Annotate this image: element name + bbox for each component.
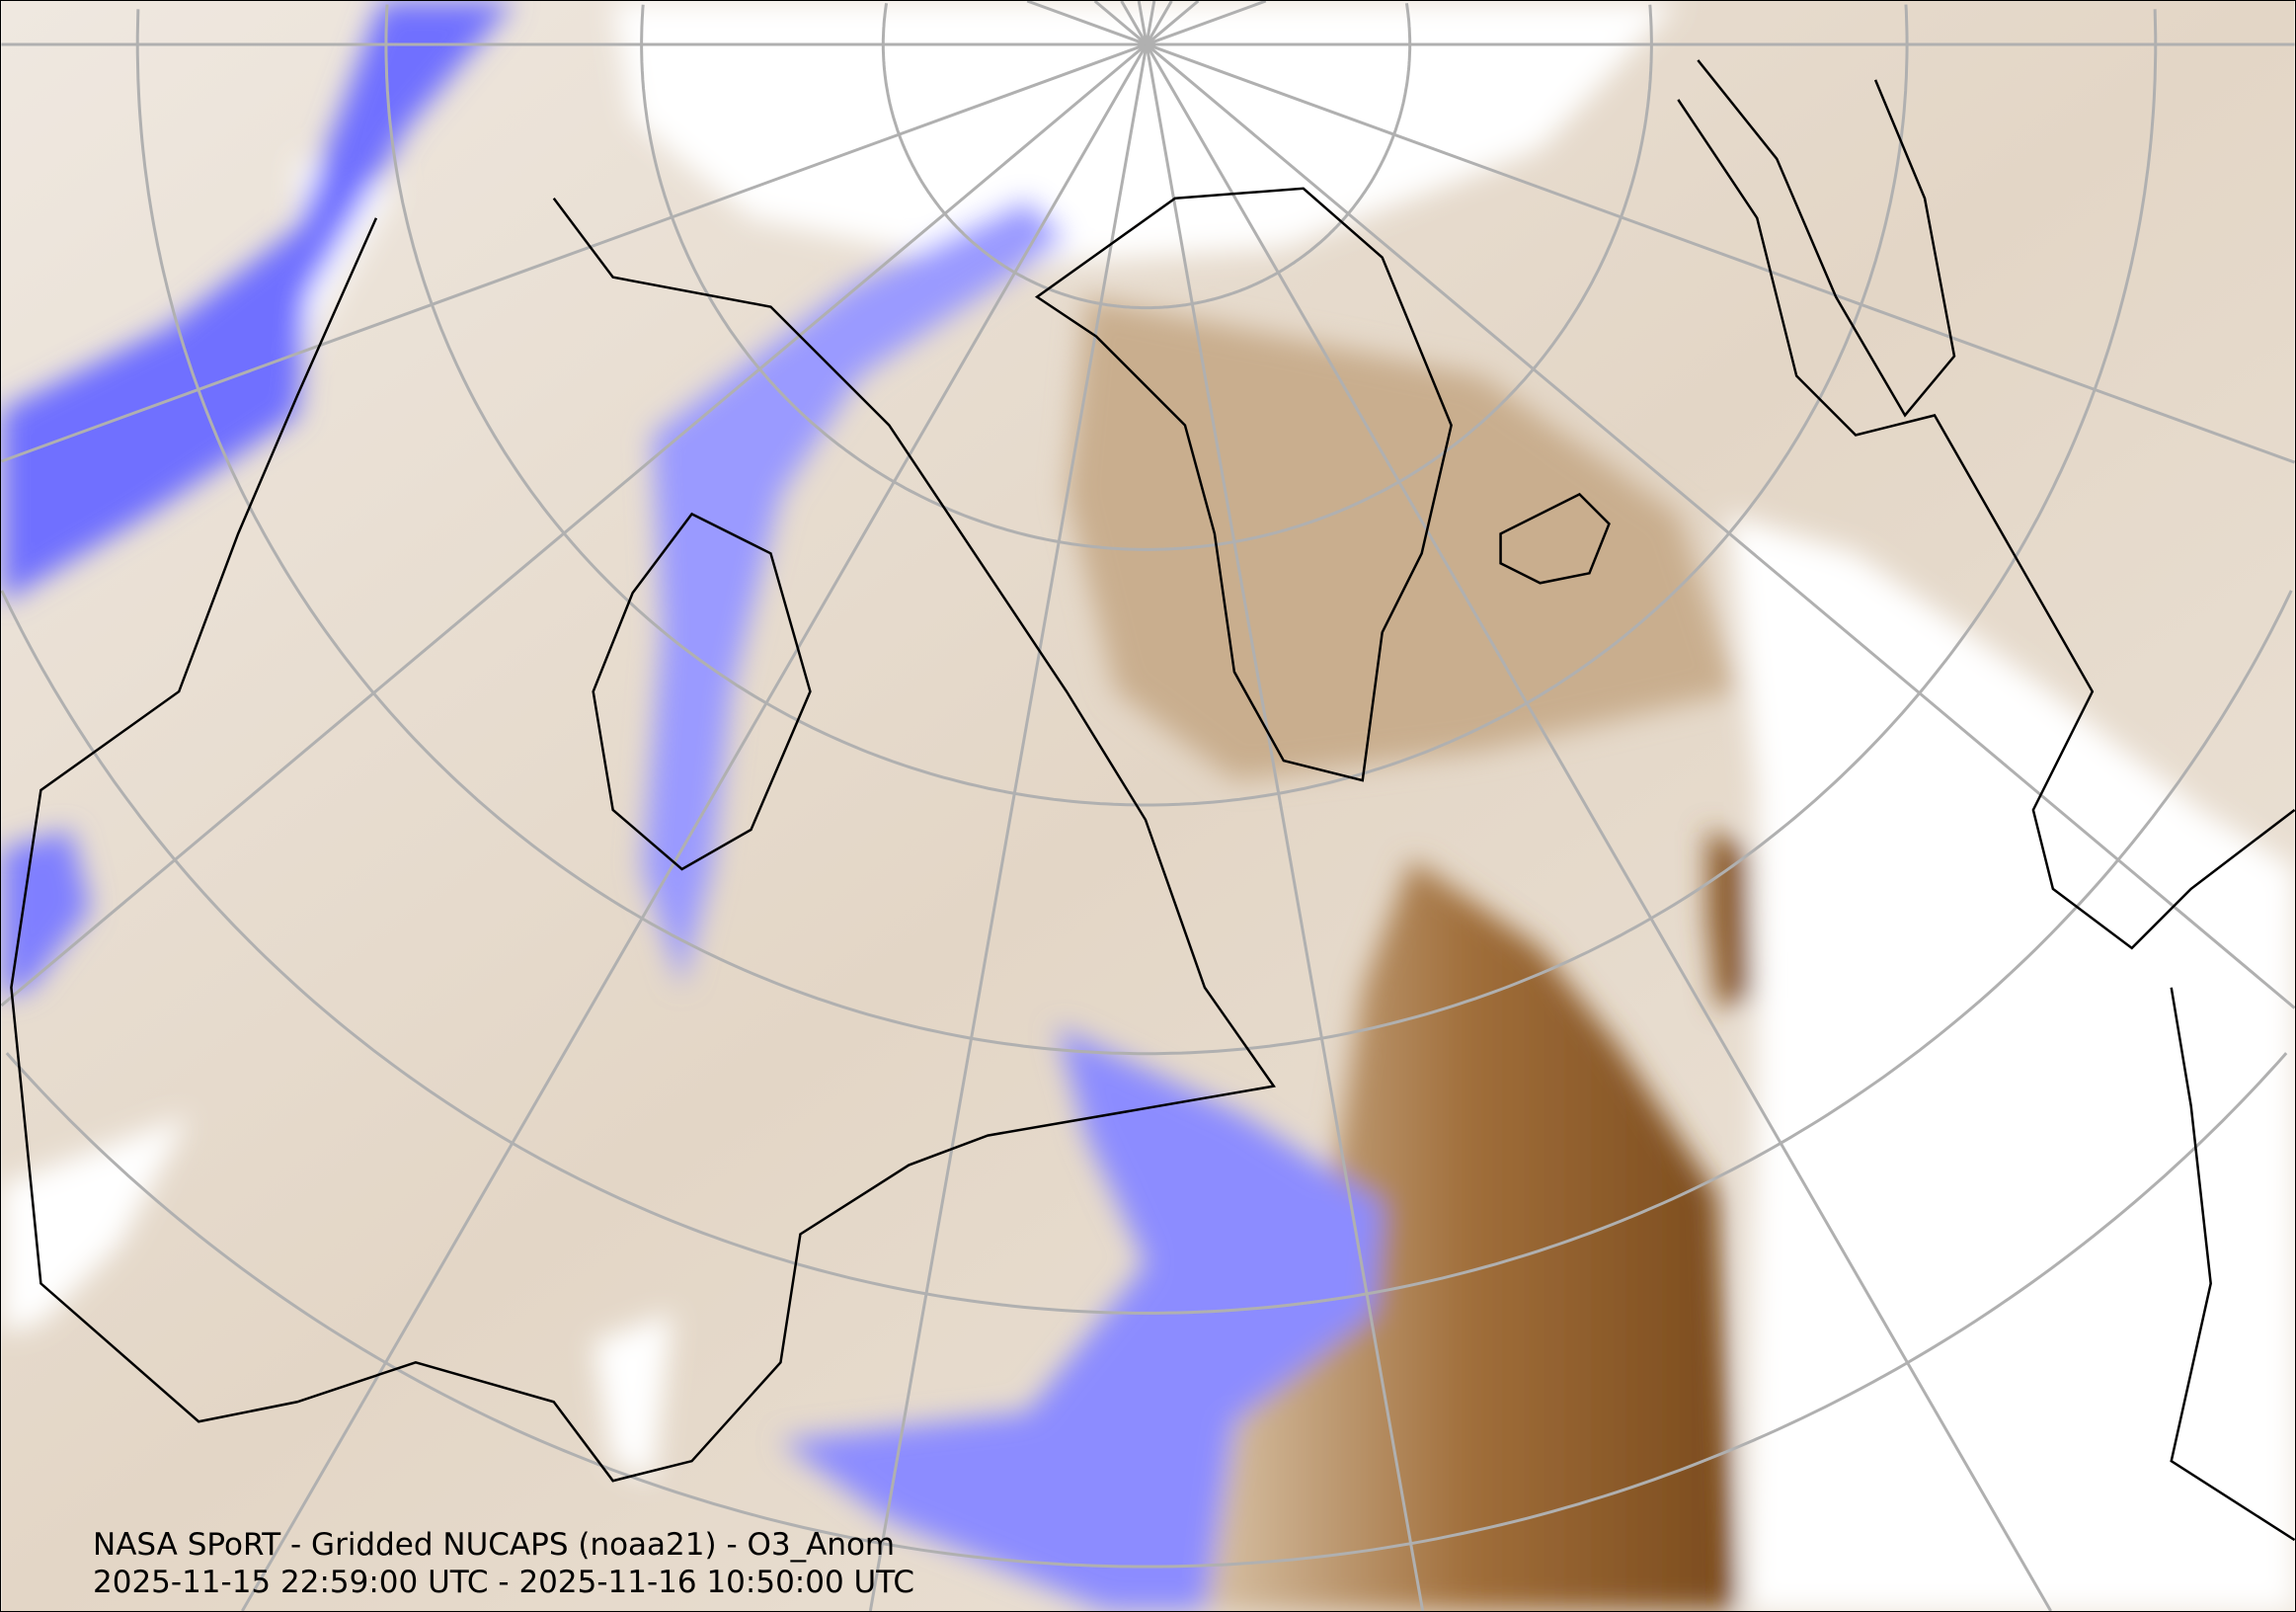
- meridian-line: [1120, 1, 1148, 45]
- meridian-line: [1026, 1, 1148, 46]
- meridian-line: [241, 43, 1148, 1611]
- arctic-no-data-region: [612, 1, 1679, 268]
- latitude-circle: [384, 4, 1909, 807]
- latitude-circle: [881, 2, 1412, 310]
- meridian-line: [1146, 1, 1267, 46]
- meridian-line: [1145, 43, 2052, 1611]
- southeast-us-no-data-strip: [593, 1313, 673, 1482]
- meridian-line: [1093, 1, 1148, 46]
- meridian-line: [1146, 42, 2295, 1009]
- meridian-line: [1, 42, 1148, 463]
- westcoast-negative-anomaly: [1, 829, 91, 998]
- north-america-coastline: [10, 198, 1276, 1483]
- scandinavia-coastline: [1697, 59, 1956, 418]
- east-atlantic-no-data-region: [1727, 514, 2295, 1611]
- latitude-circle: [640, 4, 1653, 551]
- southwest-no-data-strip: [1, 1115, 190, 1333]
- meridian-line: [1145, 1, 1156, 45]
- latitude-circle: [5, 1052, 2288, 1569]
- latitude-circle: [135, 9, 2158, 1056]
- africa-coastline: [2170, 987, 2295, 1542]
- meridian-line: [1145, 43, 1425, 1611]
- hudson-bay-coastline: [592, 512, 812, 871]
- atlantic-positive-anomaly: [1204, 858, 1738, 1611]
- greenland-brown-region: [1067, 296, 1738, 781]
- latitude-circle: [1, 590, 2293, 1315]
- iceland-coastline: [1499, 492, 1611, 585]
- northwest-negative-anomaly: [1, 1, 515, 604]
- meridian-line: [868, 43, 1148, 1611]
- meridian-line: [1146, 42, 2295, 464]
- meridian-line: [1137, 1, 1148, 45]
- map-title: NASA SPoRT - Gridded NUCAPS (noaa21) - O…: [93, 1527, 896, 1563]
- greenland-coastline: [1034, 187, 1453, 782]
- europe-coastline: [1677, 99, 2295, 950]
- map-time-range: 2025-11-15 22:59:00 UTC - 2025-11-16 10:…: [93, 1565, 914, 1600]
- atlantic-negative-anomaly: [780, 1026, 1383, 1611]
- meridian-line: [1, 42, 1148, 1008]
- coastlines: [10, 59, 2295, 1542]
- meridian-line: [1145, 1, 1173, 45]
- canada-negative-anomaly: [642, 198, 1068, 988]
- meridian-line: [1146, 1, 1200, 46]
